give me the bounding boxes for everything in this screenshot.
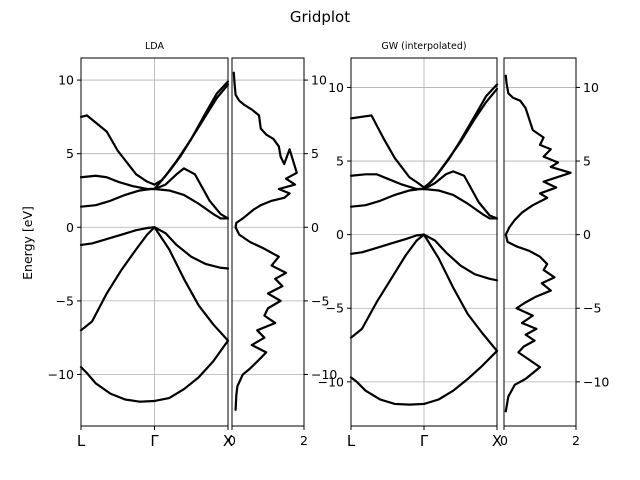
band-line-3 bbox=[79, 226, 156, 247]
band-line-11 bbox=[422, 83, 499, 189]
y-tick-label: −10 bbox=[318, 374, 344, 389]
y-tick-label: 0 bbox=[336, 227, 344, 242]
dos-curve bbox=[504, 74, 572, 413]
band-line-0 bbox=[349, 376, 426, 406]
band-line-12 bbox=[422, 87, 499, 191]
band-line-12 bbox=[153, 83, 230, 191]
y-tick-label: −5 bbox=[311, 293, 329, 308]
y-tick-label: −5 bbox=[56, 293, 74, 308]
y-tick-label: 5 bbox=[66, 146, 74, 161]
x-tick-label: X bbox=[492, 432, 502, 450]
band-line-1 bbox=[153, 339, 230, 403]
band-line-2 bbox=[79, 226, 156, 332]
y-tick-label: −5 bbox=[326, 301, 344, 316]
x-tick-label: Γ bbox=[420, 432, 429, 450]
panel-title: GW (interpolated) bbox=[381, 41, 466, 52]
panel-2: −10 −5 0 5 10 L Γ X GW (interpolated) bbox=[318, 41, 503, 450]
x-tick-label: 0 bbox=[500, 433, 508, 448]
band-line-8 bbox=[422, 187, 499, 220]
x-tick-label: X bbox=[223, 432, 233, 450]
y-axis-label: Energy [eV] bbox=[20, 206, 35, 280]
band-line-4 bbox=[422, 233, 499, 353]
panel-1: −10 −5 0 5 10 0 2 bbox=[228, 57, 337, 448]
band-line-7 bbox=[79, 174, 156, 191]
band-line-9 bbox=[79, 114, 156, 186]
y-tick-label: −5 bbox=[583, 301, 601, 316]
dos-curve bbox=[232, 71, 298, 411]
figure-title: Gridplot bbox=[290, 8, 350, 26]
band-line-1 bbox=[422, 349, 499, 406]
axes-frame bbox=[503, 57, 577, 427]
y-tick-label: 0 bbox=[583, 227, 591, 242]
band-line-9 bbox=[349, 114, 426, 189]
y-tick-label: 0 bbox=[66, 220, 74, 235]
y-tick-label: −10 bbox=[48, 367, 74, 382]
x-tick-label: 2 bbox=[300, 433, 308, 448]
y-tick-label: 5 bbox=[311, 146, 319, 161]
band-line-3 bbox=[349, 233, 426, 255]
band-line-4 bbox=[153, 226, 230, 342]
band-line-5 bbox=[153, 226, 230, 270]
panel-3: −10 −5 0 5 10 0 2 bbox=[500, 57, 609, 448]
y-tick-label: 5 bbox=[336, 154, 344, 169]
y-tick-label: 10 bbox=[583, 80, 599, 95]
y-tick-label: 5 bbox=[583, 154, 591, 169]
panel-title: LDA bbox=[145, 41, 164, 52]
y-tick-label: 0 bbox=[311, 220, 319, 235]
band-line-7 bbox=[349, 173, 426, 191]
band-line-10 bbox=[153, 167, 230, 220]
x-tick-label: L bbox=[77, 432, 86, 450]
y-tick-label: 10 bbox=[58, 73, 74, 88]
band-line-6 bbox=[349, 187, 426, 208]
y-tick-label: 10 bbox=[311, 73, 327, 88]
x-tick-label: 2 bbox=[572, 433, 580, 448]
x-tick-label: Γ bbox=[150, 432, 159, 450]
panel-0: −10 −5 0 5 10 L Γ X LDA bbox=[48, 41, 234, 450]
band-line-8 bbox=[153, 187, 230, 220]
y-tick-label: −10 bbox=[311, 367, 337, 382]
band-line-10 bbox=[422, 170, 499, 220]
band-line-0 bbox=[79, 366, 156, 403]
band-line-5 bbox=[422, 233, 499, 282]
y-tick-label: 10 bbox=[328, 80, 344, 95]
x-tick-label: L bbox=[347, 432, 356, 450]
y-tick-label: −10 bbox=[583, 374, 609, 389]
x-tick-label: 0 bbox=[228, 433, 236, 448]
band-line-2 bbox=[349, 233, 426, 339]
axes-frame bbox=[231, 57, 305, 427]
band-line-6 bbox=[79, 187, 156, 208]
